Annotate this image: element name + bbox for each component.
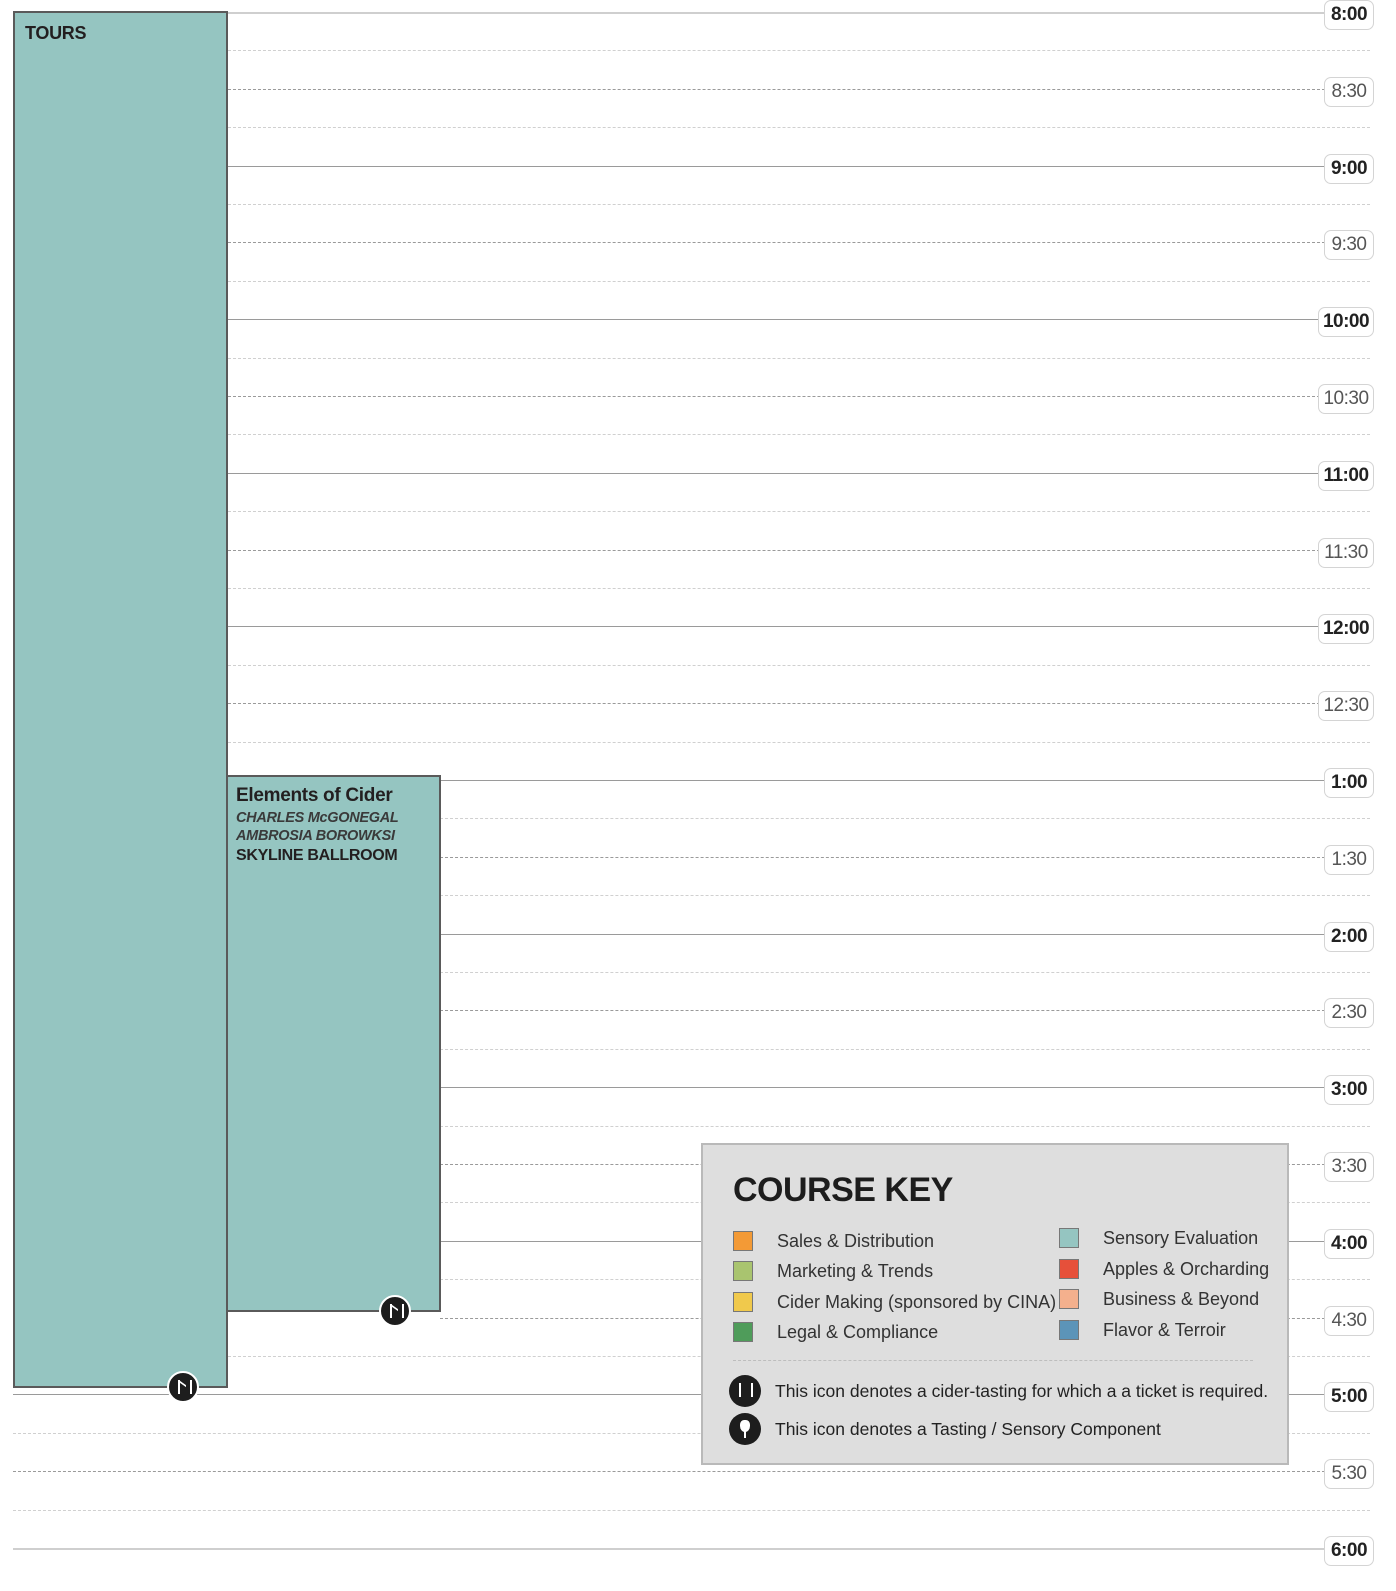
ticket-note: This icon denotes a cider-tasting for wh… — [729, 1375, 1268, 1407]
quarter-hour-gridline — [228, 357, 1370, 359]
course-key-title: COURSE KEY — [733, 1171, 953, 1209]
key-item: Flavor & Terroir — [1059, 1318, 1226, 1342]
quarter-hour-gridline — [13, 1432, 1370, 1434]
quarter-hour-gridline — [228, 511, 1370, 513]
ticket-note-text: This icon denotes a cider-tasting for wh… — [775, 1380, 1269, 1401]
key-divider — [733, 1360, 1253, 1361]
hour-gridline — [228, 165, 1330, 167]
key-item: Cider Making (sponsored by CINA) — [733, 1290, 1056, 1314]
key-item: Legal & Compliance — [733, 1320, 938, 1344]
half-hour-gridline — [228, 242, 1330, 244]
color-swatch — [733, 1231, 753, 1251]
half-hour-gridline — [440, 1010, 1330, 1012]
ticket-required-icon — [167, 1371, 199, 1403]
quarter-hour-gridline — [228, 50, 1370, 52]
half-hour-gridline — [228, 396, 1330, 397]
color-swatch — [1059, 1228, 1079, 1248]
hour-gridline — [228, 12, 1330, 14]
time-label: 12:00 — [1318, 614, 1374, 645]
quarter-hour-gridline — [440, 1048, 1370, 1050]
time-label: 5:30 — [1324, 1459, 1374, 1490]
quarter-hour-gridline — [228, 741, 1370, 743]
time-label: 2:30 — [1324, 998, 1374, 1029]
color-swatch — [1059, 1320, 1079, 1340]
tasting-note-text: This icon denotes a Tasting / Sensory Co… — [775, 1418, 1161, 1439]
quarter-hour-gridline — [440, 895, 1370, 897]
hour-gridline — [440, 933, 1330, 935]
session-content: Elements of Cider CHARLES McGONEGAL AMBR… — [236, 785, 399, 867]
half-hour-gridline — [228, 88, 1330, 90]
hour-gridline — [440, 1087, 1330, 1089]
time-label: 10:30 — [1318, 384, 1374, 414]
quarter-hour-gridline — [228, 204, 1370, 205]
time-label: 3:00 — [1324, 1075, 1374, 1106]
hour-gridline — [13, 1548, 1330, 1550]
key-label: Apples & Orcharding — [1103, 1258, 1270, 1279]
key-label: Sensory Evaluation — [1103, 1227, 1259, 1248]
key-item: Sensory Evaluation — [1059, 1226, 1258, 1250]
time-label: 9:00 — [1324, 153, 1374, 184]
time-label: 9:30 — [1324, 230, 1374, 261]
time-label: 3:30 — [1324, 1152, 1374, 1182]
key-item: Marketing & Trends — [733, 1259, 933, 1283]
key-item: Apples & Orcharding — [1059, 1257, 1269, 1281]
color-swatch — [733, 1292, 753, 1312]
key-label: Legal & Compliance — [777, 1321, 939, 1342]
time-label: 8:30 — [1324, 76, 1374, 107]
time-label: 1:00 — [1324, 768, 1374, 798]
hour-gridline — [13, 1394, 1330, 1396]
half-hour-gridline — [13, 1471, 1330, 1473]
quarter-hour-gridline — [13, 1509, 1370, 1511]
quarter-hour-gridline — [440, 1125, 1370, 1127]
key-label: Cider Making (sponsored by CINA) — [777, 1291, 1057, 1312]
speaker-name: AMBROSIA BOROWKSI — [236, 828, 395, 844]
half-hour-gridline — [440, 856, 1330, 858]
tasting-note: This icon denotes a Tasting / Sensory Co… — [729, 1413, 1161, 1445]
time-label: 6:00 — [1324, 1536, 1374, 1566]
tasting-icon — [729, 1413, 761, 1445]
session-room: SKYLINE BALLROOM — [236, 847, 398, 864]
ticket-icon — [729, 1375, 761, 1407]
time-label: 11:00 — [1318, 460, 1374, 491]
color-swatch — [1059, 1289, 1079, 1309]
key-item: Sales & Distribution — [733, 1229, 934, 1253]
time-label: 4:00 — [1324, 1228, 1374, 1259]
key-label: Marketing & Trends — [777, 1260, 934, 1281]
session-elements-of-cider[interactable]: Elements of Cider CHARLES McGONEGAL AMBR… — [226, 775, 441, 1312]
time-label: 11:30 — [1318, 537, 1374, 568]
session-title: TOURS — [25, 23, 87, 43]
key-label: Business & Beyond — [1103, 1288, 1260, 1309]
color-swatch — [1059, 1259, 1079, 1279]
time-label: 2:00 — [1324, 921, 1374, 952]
color-swatch — [733, 1322, 753, 1342]
quarter-hour-gridline — [228, 664, 1370, 666]
session-tours[interactable]: TOURS — [13, 11, 228, 1388]
speaker-name: CHARLES McGONEGAL — [236, 810, 399, 826]
time-label: 8:00 — [1324, 0, 1374, 30]
quarter-hour-gridline — [228, 588, 1370, 589]
time-label: 12:30 — [1318, 691, 1374, 722]
key-item: Business & Beyond — [1059, 1287, 1259, 1311]
half-hour-gridline — [228, 703, 1330, 705]
time-label: 1:30 — [1324, 844, 1374, 875]
hour-gridline — [440, 780, 1330, 781]
session-title: Elements of Cider — [236, 785, 393, 806]
ticket-required-icon — [379, 1295, 411, 1327]
quarter-hour-gridline — [228, 434, 1370, 436]
quarter-hour-gridline — [228, 127, 1370, 129]
quarter-hour-gridline — [440, 972, 1370, 973]
time-label: 5:00 — [1324, 1382, 1374, 1413]
time-label: 10:00 — [1318, 307, 1374, 338]
key-label: Flavor & Terroir — [1103, 1319, 1226, 1340]
hour-gridline — [228, 472, 1330, 474]
hour-gridline — [228, 319, 1330, 321]
half-hour-gridline — [228, 549, 1330, 551]
quarter-hour-gridline — [440, 818, 1370, 820]
color-swatch — [733, 1261, 753, 1281]
key-label: Sales & Distribution — [777, 1230, 935, 1251]
course-key: COURSE KEY Sales & Distribution Marketin… — [701, 1143, 1289, 1465]
hour-gridline — [228, 626, 1330, 628]
time-label: 4:30 — [1324, 1305, 1374, 1336]
quarter-hour-gridline — [228, 280, 1370, 282]
